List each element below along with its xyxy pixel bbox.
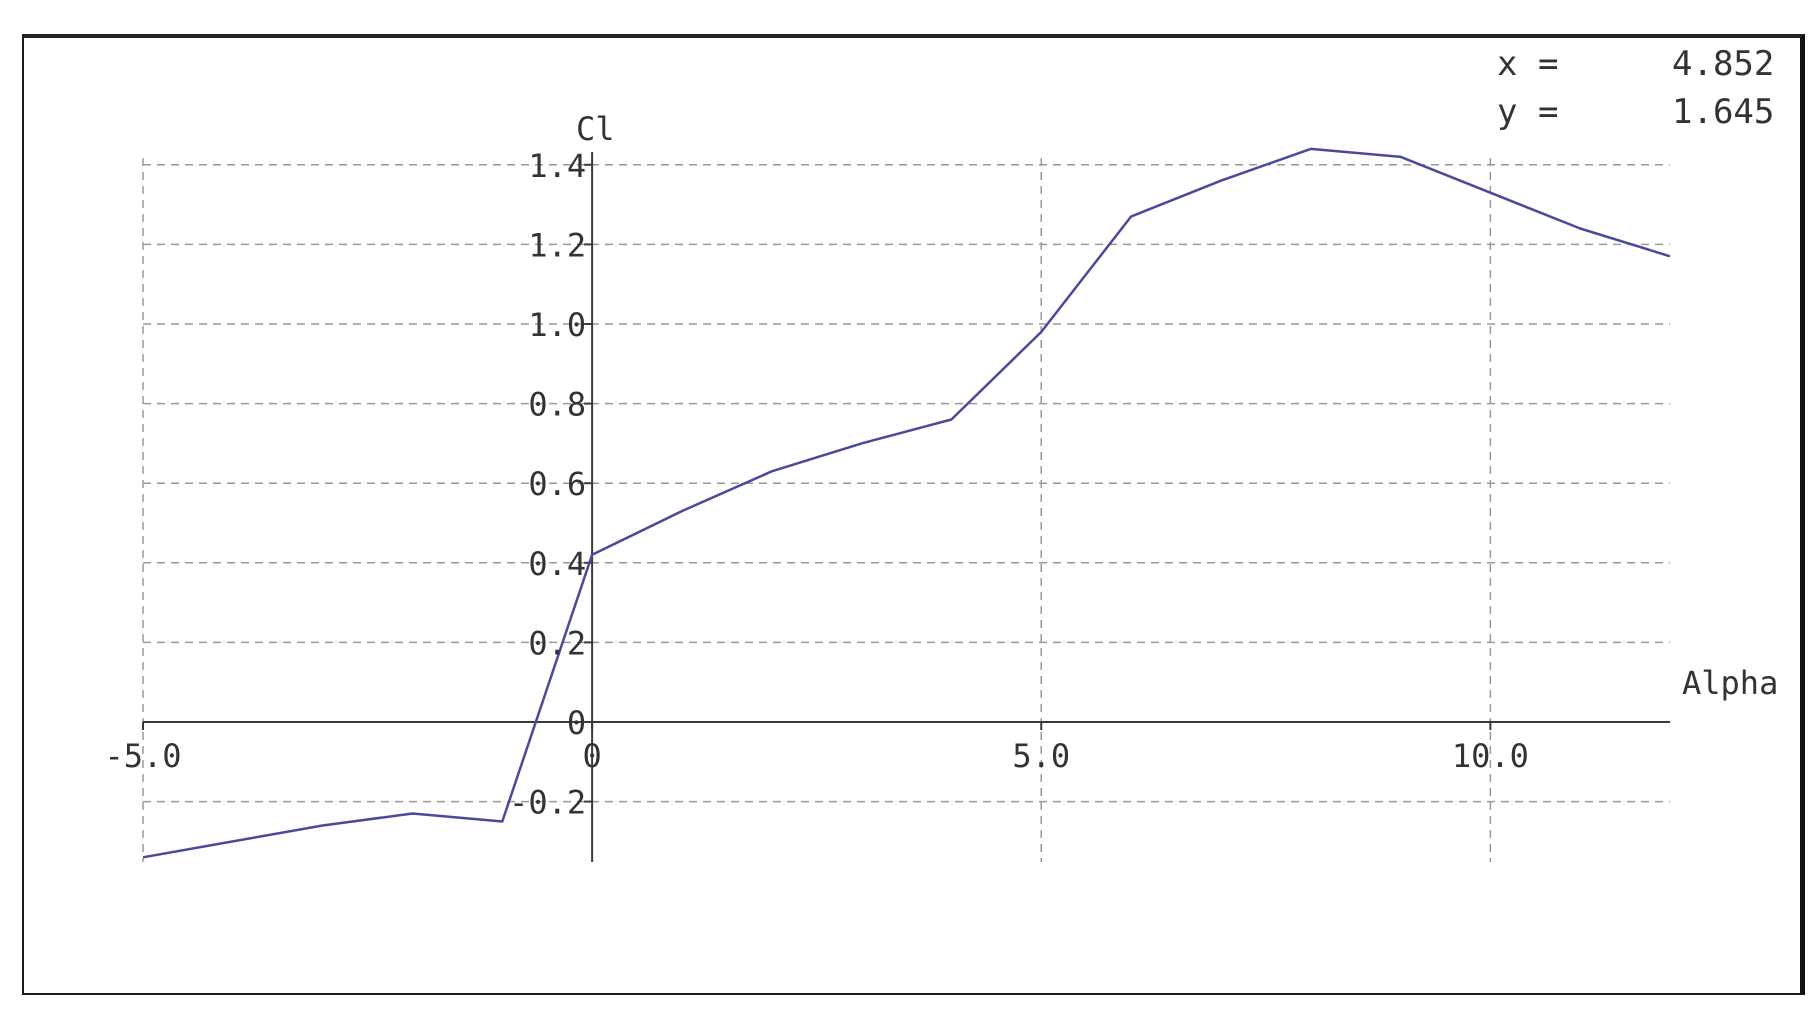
y-readout-label: y =	[1497, 92, 1559, 132]
y-tick-label: 0	[567, 704, 586, 742]
y-tick-label: 1.0	[528, 306, 586, 344]
x-tick-label: 5.0	[1012, 737, 1070, 775]
chart-frame	[22, 34, 1805, 995]
x-tick-label: 10.0	[1452, 737, 1529, 775]
y-readout-value: 1.645	[1672, 92, 1775, 132]
y-tick-label: 0.2	[528, 624, 586, 662]
y-axis-title: Cl	[576, 110, 615, 148]
y-tick-label: 1.4	[528, 147, 586, 185]
x-tick-label: -5.0	[104, 737, 181, 775]
grid	[142, 158, 1670, 862]
x-readout-value: 4.852	[1672, 44, 1775, 84]
y-tick-label: 0.4	[528, 545, 586, 583]
series-line-0	[142, 147, 1671, 859]
x-readout-label: x =	[1497, 44, 1559, 84]
tick-labels: -5.0 0 5.0 10.0 1.4 1.2 1.0 0.8 0.6 0.4 0.2 0 -0.2	[104, 147, 1528, 822]
y-tick-label: -0.2	[509, 784, 586, 822]
x-tick-label: 0	[582, 737, 601, 775]
series-layer	[142, 147, 1671, 859]
y-tick-label: 0.8	[528, 386, 586, 424]
x-axis-title: Alpha	[1682, 664, 1778, 702]
y-tick-label: 1.2	[528, 226, 586, 264]
axes	[142, 152, 1670, 862]
y-tick-label: 0.6	[528, 465, 586, 503]
